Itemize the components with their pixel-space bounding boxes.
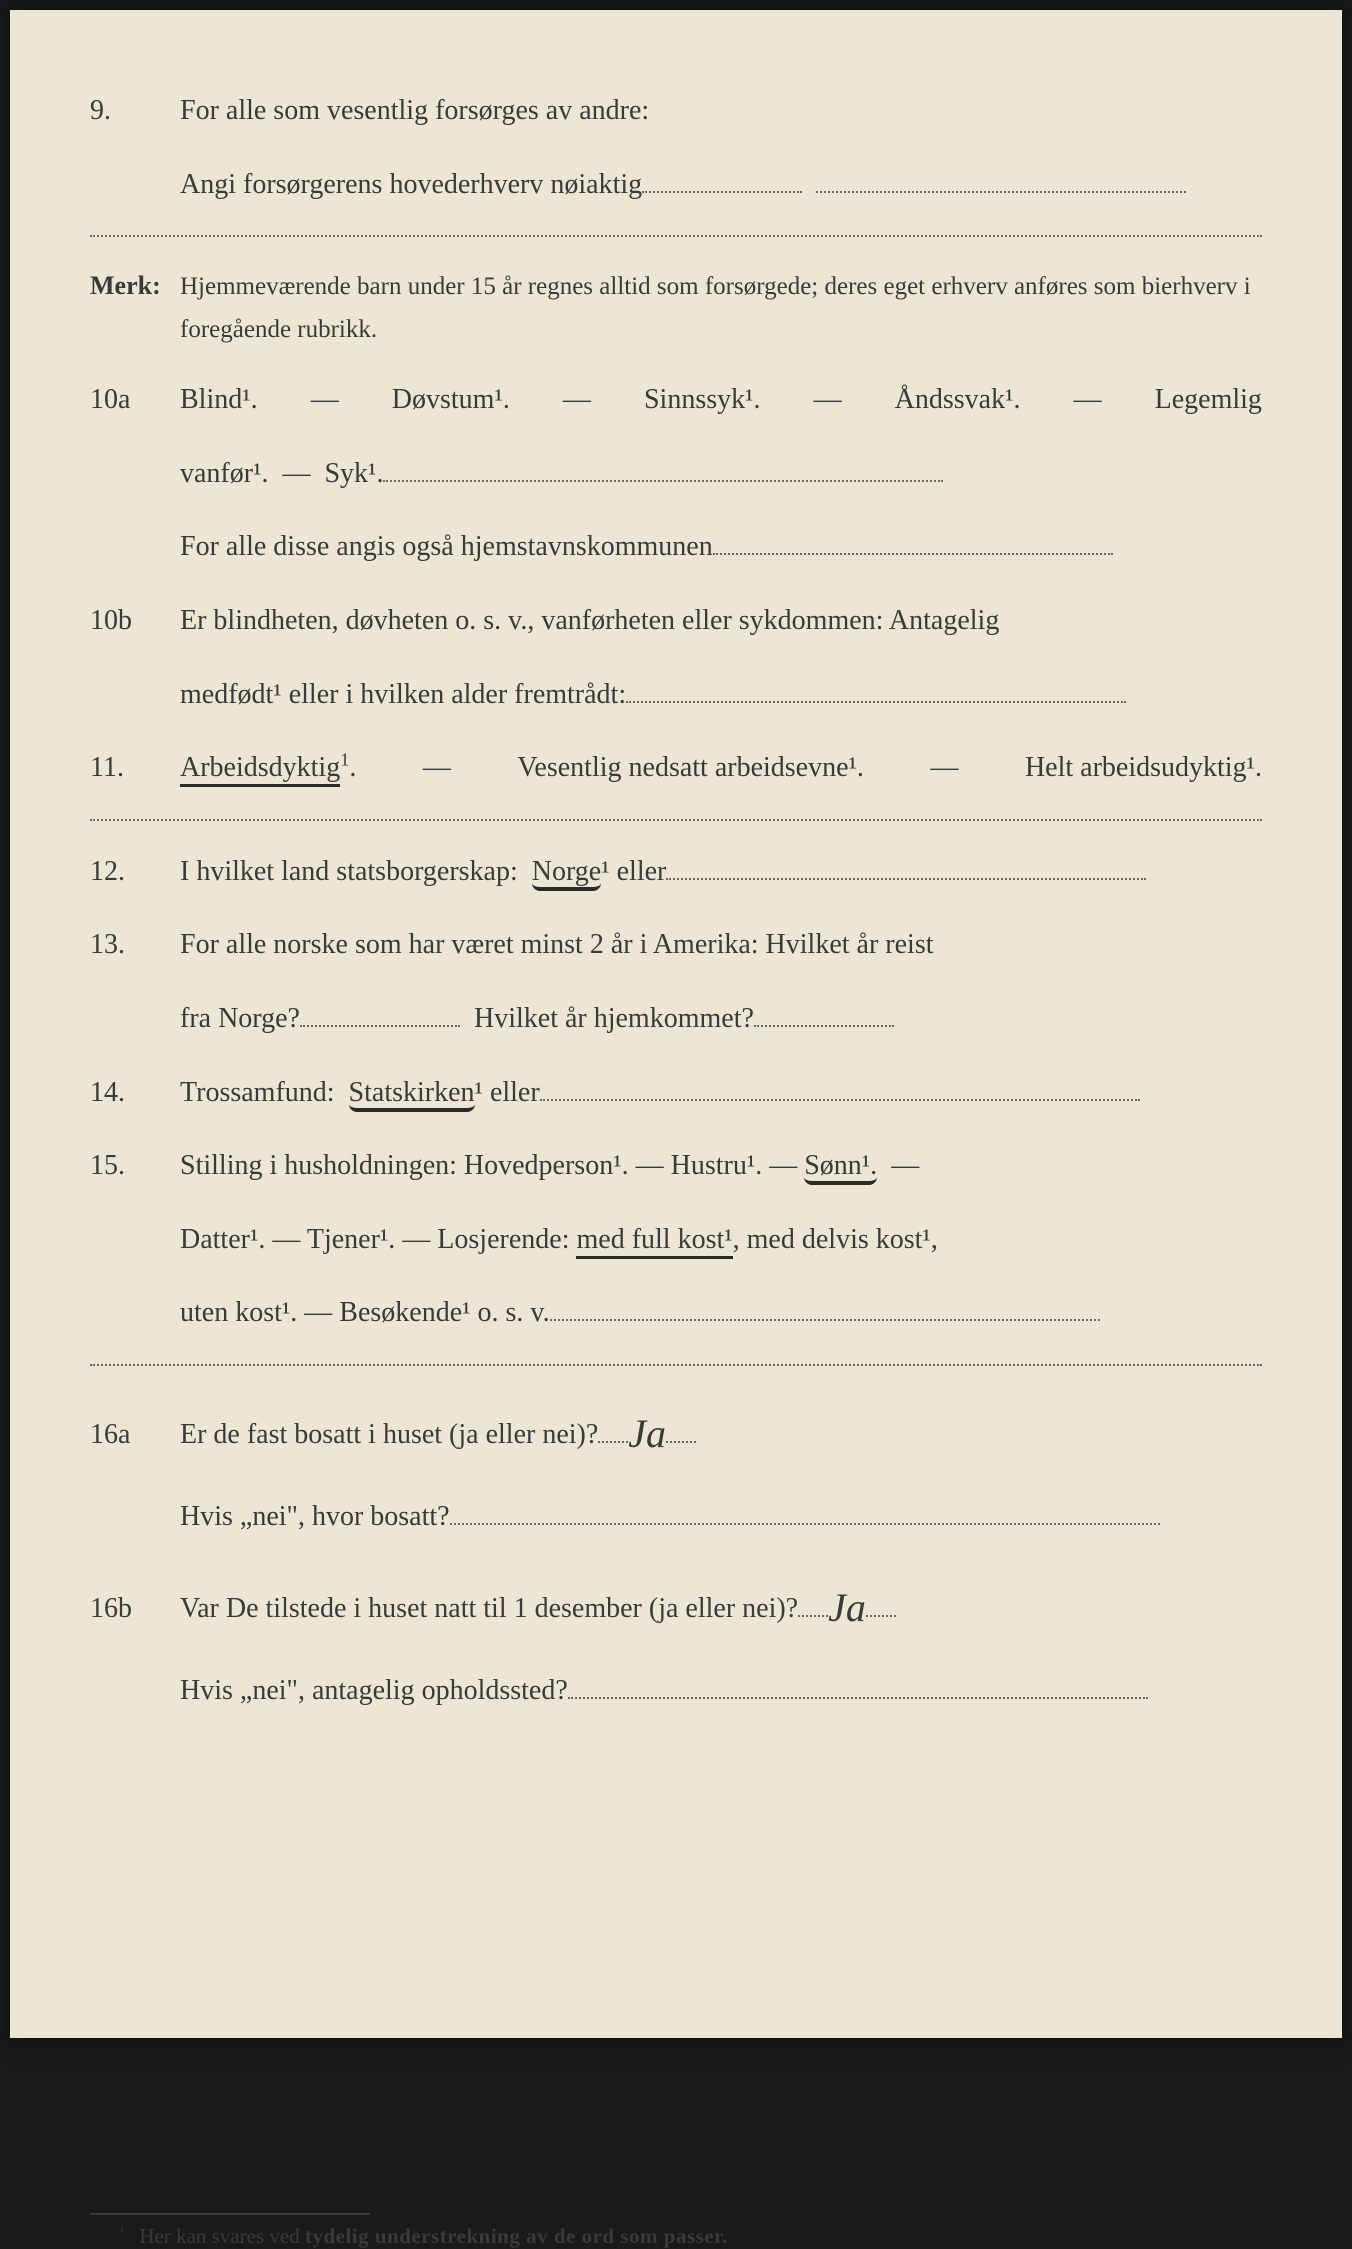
q15-number: 15. xyxy=(90,1135,180,1197)
q10b-line2-text: medfødt¹ eller i hvilken alder fremtrådt… xyxy=(180,679,626,710)
q14-pre: Trossamfund: xyxy=(180,1077,335,1108)
q16b-number: 16b xyxy=(90,1578,180,1640)
question-10a-line3: For alle disse angis også hjemstavnskomm… xyxy=(90,516,1262,578)
q15-underlined2: med full kost¹ xyxy=(576,1224,732,1259)
q16b-answer: Ja xyxy=(828,1564,866,1652)
q13-line2a: fra Norge? xyxy=(180,1003,300,1034)
q9-line2-text: Angi forsørgerens hovederhverv nøiaktig xyxy=(180,169,642,200)
q12-number: 12. xyxy=(90,841,180,903)
question-12: 12. I hvilket land statsborgerskap: Norg… xyxy=(90,841,1262,903)
footnote-pre: Her kan svares ved xyxy=(139,2224,305,2248)
section-divider xyxy=(90,819,1262,821)
q16b-line1: Var De tilstede i huset natt til 1 desem… xyxy=(180,1593,798,1624)
section-divider xyxy=(90,235,1262,237)
q10a-opt2: Syk¹. xyxy=(324,458,383,489)
question-11: 11. Arbeidsdyktig1. — Vesentlig nedsatt … xyxy=(90,737,1262,799)
question-10b-line2: medfødt¹ eller i hvilken alder fremtrådt… xyxy=(90,664,1262,726)
q10a-opt: Blind¹. xyxy=(180,369,258,431)
merk-note: Merk: Hjemmeværende barn under 15 år reg… xyxy=(90,257,1262,351)
question-15-line2: Datter¹. — Tjener¹. — Losjerende: med fu… xyxy=(90,1209,1262,1271)
q13-number: 13. xyxy=(90,914,180,976)
q10a-opt: Legemlig xyxy=(1155,369,1262,431)
question-15: 15. Stilling i husholdningen: Hovedperso… xyxy=(90,1135,1262,1197)
q12-post: ¹ eller xyxy=(601,856,666,887)
q14-post: ¹ eller xyxy=(475,1077,540,1108)
footnote-rule xyxy=(90,2213,370,2215)
q11-opt3: Helt arbeidsudyktig¹. xyxy=(1025,737,1262,799)
q9-number: 9. xyxy=(90,80,180,142)
q10a-opt2: vanfør¹. xyxy=(180,458,268,489)
question-16b-line2: Hvis „nei", antagelig opholdssted? xyxy=(90,1660,1262,1722)
question-14: 14. Trossamfund: Statskirken¹ eller xyxy=(90,1062,1262,1124)
q13-line2b: Hvilket år hjemkommet? xyxy=(474,1003,754,1034)
footnote-bold: tydelig understrekning av de ord som pas… xyxy=(305,2224,728,2248)
question-15-line3: uten kost¹. — Besøkende¹ o. s. v. xyxy=(90,1282,1262,1344)
question-10a: 10a Blind¹. — Døvstum¹. — Sinnssyk¹. — Å… xyxy=(90,369,1262,431)
footnote: ¹ Her kan svares ved tydelig understrekn… xyxy=(90,2223,1262,2249)
question-10a-line2: vanfør¹. — Syk¹. xyxy=(90,443,1262,505)
q16b-line2: Hvis „nei", antagelig opholdssted? xyxy=(180,1675,568,1706)
section-divider xyxy=(90,1364,1262,1366)
question-13: 13. For alle norske som har været minst … xyxy=(90,914,1262,976)
q15-line2-pre: Datter¹. — Tjener¹. — Losjerende: xyxy=(180,1224,576,1255)
q11-opt2: Vesentlig nedsatt arbeidsevne¹. xyxy=(517,737,864,799)
q10a-opt: Sinnssyk¹. xyxy=(644,369,761,431)
census-form-page: 9. For alle som vesentlig forsørges av a… xyxy=(10,10,1342,2038)
q14-number: 14. xyxy=(90,1062,180,1124)
q16a-number: 16a xyxy=(90,1404,180,1466)
q11-number: 11. xyxy=(90,737,180,799)
question-16a-line2: Hvis „nei", hvor bosatt? xyxy=(90,1486,1262,1548)
q11-opt1-underlined: Arbeidsdyktig xyxy=(180,752,340,787)
q10a-opt: Døvstum¹. xyxy=(392,369,510,431)
footnote-marker: ¹ xyxy=(120,2223,124,2238)
q12-pre: I hvilket land statsborgerskap: xyxy=(180,856,518,887)
q10b-line1: Er blindheten, døvheten o. s. v., vanfør… xyxy=(180,590,1262,652)
q16a-line2: Hvis „nei", hvor bosatt? xyxy=(180,1501,450,1532)
q9-line1: For alle som vesentlig forsørges av andr… xyxy=(180,80,1262,142)
question-16b: 16b Var De tilstede i huset natt til 1 d… xyxy=(90,1560,1262,1648)
q10a-opt: Åndssvak¹. xyxy=(895,369,1021,431)
q10b-number: 10b xyxy=(90,590,180,652)
q14-underlined: Statskirken xyxy=(349,1077,475,1112)
q15-line3: uten kost¹. — Besøkende¹ o. s. v. xyxy=(180,1297,550,1328)
question-9-line2: Angi forsørgerens hovederhverv nøiaktig xyxy=(90,154,1262,216)
q15-line1-pre: Stilling i husholdningen: Hovedperson¹. … xyxy=(180,1150,804,1181)
q15-underlined1: Sønn¹. xyxy=(804,1150,877,1185)
question-9: 9. For alle som vesentlig forsørges av a… xyxy=(90,80,1262,142)
q16a-answer: Ja xyxy=(628,1390,666,1478)
question-10b: 10b Er blindheten, døvheten o. s. v., va… xyxy=(90,590,1262,652)
q13-line1: For alle norske som har været minst 2 år… xyxy=(180,914,1262,976)
q10a-line3-text: For alle disse angis også hjemstavnskomm… xyxy=(180,531,713,562)
q15-line2-post: , med delvis kost¹, xyxy=(733,1224,938,1255)
merk-label: Merk: xyxy=(90,257,180,314)
question-16a: 16a Er de fast bosatt i huset (ja eller … xyxy=(90,1386,1262,1474)
q10a-number: 10a xyxy=(90,369,180,431)
q16a-line1: Er de fast bosatt i huset (ja eller nei)… xyxy=(180,1419,598,1450)
question-13-line2: fra Norge? Hvilket år hjemkommet? xyxy=(90,988,1262,1050)
q12-underlined: Norge xyxy=(532,856,601,891)
merk-text: Hjemmeværende barn under 15 år regnes al… xyxy=(180,266,1262,351)
